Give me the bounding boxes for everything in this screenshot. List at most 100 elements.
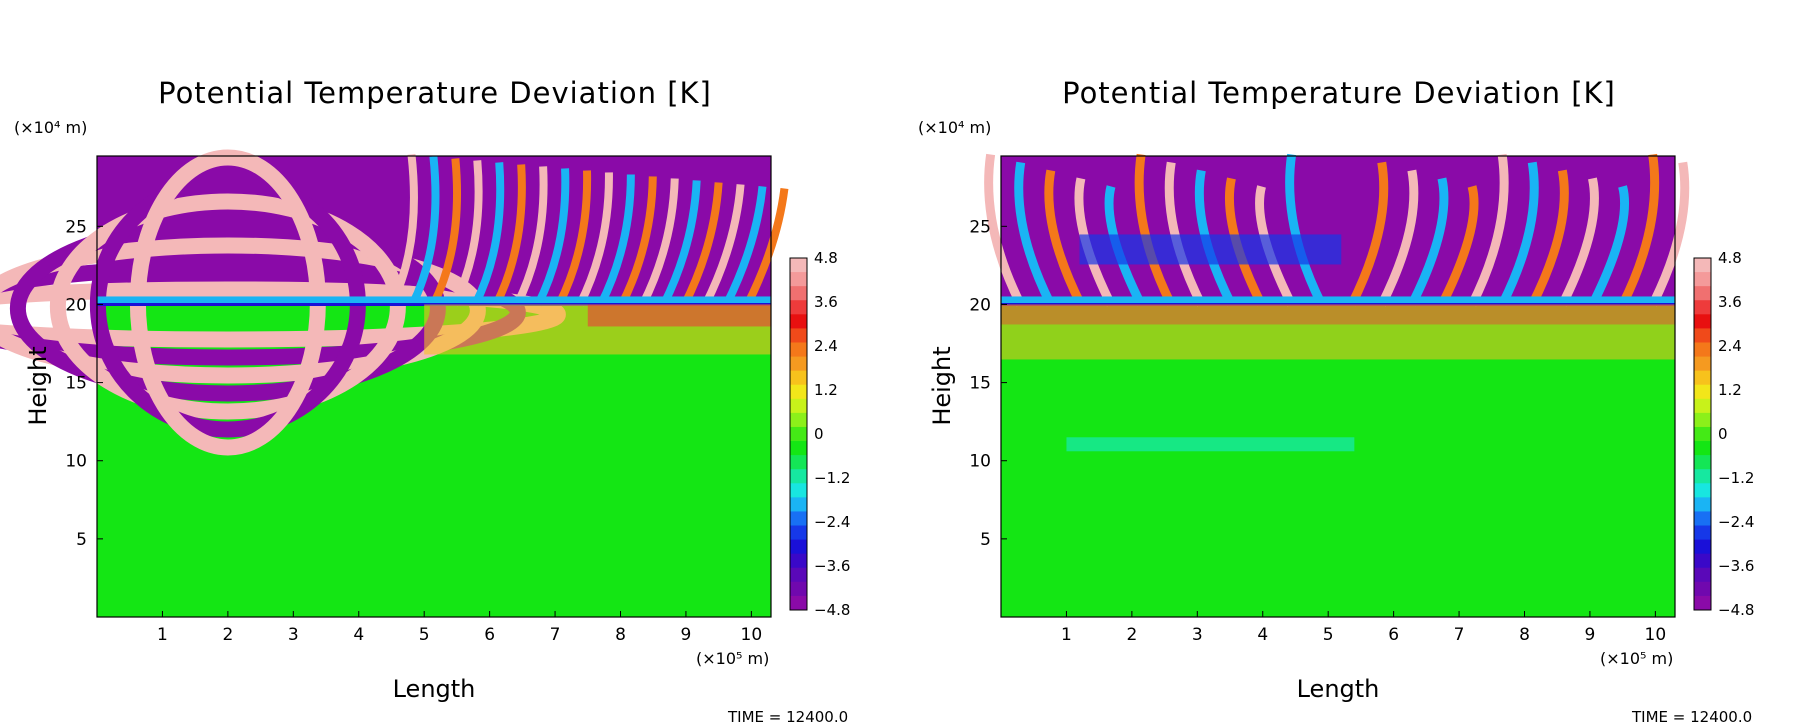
wave-streak <box>597 174 635 307</box>
colorbar-swatch <box>1694 384 1711 400</box>
colorbar-swatch <box>790 314 807 329</box>
colorbar-swatch <box>1694 553 1711 569</box>
x-unit-label: (×10⁵ m) <box>1600 649 1673 668</box>
y-tick-label: 5 <box>76 530 87 550</box>
colorbar-swatch <box>790 525 807 541</box>
colorbar-swatch <box>790 441 807 456</box>
colorbar-swatch <box>790 511 807 527</box>
colorbar-tick-label: −4.8 <box>1718 601 1754 619</box>
x-tick-label: 9 <box>681 625 692 645</box>
chart-panel: Potential Temperature Deviation [K] (×10… <box>904 0 1808 724</box>
y-unit-label: (×10⁴ m) <box>918 118 991 137</box>
warm-anomaly <box>587 304 771 327</box>
colorbar-tick-label: −2.4 <box>1718 513 1754 531</box>
colorbar-tick-label: −2.4 <box>814 513 850 531</box>
colorbar-swatch <box>790 539 807 555</box>
x-tick-label: 4 <box>1257 625 1268 645</box>
wave-streak <box>1194 169 1236 307</box>
time-label: TIME = 12400.0 <box>727 708 848 724</box>
wave-streak <box>1044 169 1085 307</box>
x-axis-label: Length <box>393 675 476 703</box>
colorbar-swatch <box>1694 426 1711 442</box>
colorbar-frame <box>1693 257 1712 611</box>
colorbar-tick-label: −3.6 <box>814 557 850 575</box>
colorbar-swatch <box>1694 412 1711 428</box>
plot-area <box>0 149 789 618</box>
wave-streak <box>1377 169 1419 307</box>
x-tick-label: 1 <box>157 625 168 645</box>
colorbar-swatch <box>1694 469 1711 484</box>
colorbar-swatch <box>790 398 807 414</box>
wave-streak <box>1588 185 1629 307</box>
wave-streak <box>1498 161 1539 307</box>
colorbar-swatch <box>790 455 807 470</box>
colorbar-tick-label: −1.2 <box>814 469 850 487</box>
colorbar-swatch <box>790 286 807 301</box>
colorbar-swatch <box>790 384 807 400</box>
wave-streak <box>1285 153 1326 307</box>
colorbar-swatch <box>790 356 807 372</box>
y-tick-label: 5 <box>980 530 991 550</box>
colorbar-swatch <box>790 272 807 287</box>
x-axis: 1 2 3 4 5 6 7 8 9 10 <box>157 611 762 645</box>
colorbar-swatch <box>790 426 807 442</box>
wave-streak <box>1224 177 1266 307</box>
colorbar-swatch <box>1694 525 1711 541</box>
wave-streak <box>1074 177 1115 307</box>
colorbar: 4.8 3.6 2.4 1.2 0 −1.2 −2.4 −3.6 −4.8 <box>789 249 850 619</box>
colorbar-swatch <box>1694 342 1711 358</box>
colorbar-swatch <box>790 328 807 343</box>
colorbar-swatch <box>1694 286 1711 301</box>
colorbar-swatch <box>790 300 807 315</box>
colorbar-swatch <box>790 370 807 386</box>
wave-band <box>49 193 406 420</box>
colorbar-swatch <box>790 553 807 569</box>
colorbar-swatch <box>1694 370 1711 386</box>
colorbar-swatch <box>790 483 807 498</box>
warm-anomaly <box>1001 304 1675 360</box>
wave-streak <box>576 172 613 307</box>
y-axis-label: Height <box>928 346 956 425</box>
colorbar-swatch <box>1694 567 1711 583</box>
colorbar-swatch <box>1694 455 1711 470</box>
colorbar-swatch <box>1694 497 1711 512</box>
wave-streak <box>722 186 767 307</box>
colorbar-swatch <box>1694 258 1711 273</box>
colorbar-swatch <box>790 581 807 597</box>
wave-streak <box>639 178 679 307</box>
y-tick-label: 25 <box>969 217 991 237</box>
colorbar-tick-label: 0 <box>814 425 824 443</box>
wave-streak <box>1164 161 1206 307</box>
colorbar-tick-label: 1.2 <box>814 381 838 399</box>
x-tick-label: 3 <box>288 625 299 645</box>
y-axis-label: Height <box>24 346 52 425</box>
colorbar-tick-label: 3.6 <box>1718 293 1742 311</box>
colorbar-tick-label: 2.4 <box>1718 337 1742 355</box>
colorbar-swatch <box>1694 595 1711 611</box>
wave-streak <box>1438 185 1479 307</box>
colorbar-swatch <box>790 469 807 484</box>
wave-streak <box>429 158 462 307</box>
x-tick-label: 7 <box>1454 625 1465 645</box>
y-tick-label: 15 <box>969 374 991 394</box>
chart-svg: Potential Temperature Deviation [K] (×10… <box>0 76 850 724</box>
colorbar-swatch <box>1694 300 1711 315</box>
colorbar-swatch <box>1694 356 1711 372</box>
wave-streak <box>1134 153 1176 307</box>
y-tick-label: 10 <box>969 452 991 472</box>
colorbar-swatch <box>1694 441 1711 456</box>
colorbar-swatch <box>1694 398 1711 414</box>
wave-streak <box>555 170 592 307</box>
wave-streak <box>492 164 526 307</box>
y-tick-label: 25 <box>65 217 87 237</box>
x-tick-label: 5 <box>419 625 430 645</box>
colorbar-tick-label: −1.2 <box>1718 469 1754 487</box>
colorbar-swatch <box>1694 272 1711 287</box>
cool-anomaly <box>1066 437 1355 452</box>
x-tick-label: 5 <box>1323 625 1334 645</box>
wave-streak <box>1648 161 1690 307</box>
colorbar-swatch <box>1694 483 1711 498</box>
x-tick-label: 7 <box>550 625 561 645</box>
x-tick-label: 8 <box>1519 625 1530 645</box>
y-tick-label: 10 <box>65 452 87 472</box>
